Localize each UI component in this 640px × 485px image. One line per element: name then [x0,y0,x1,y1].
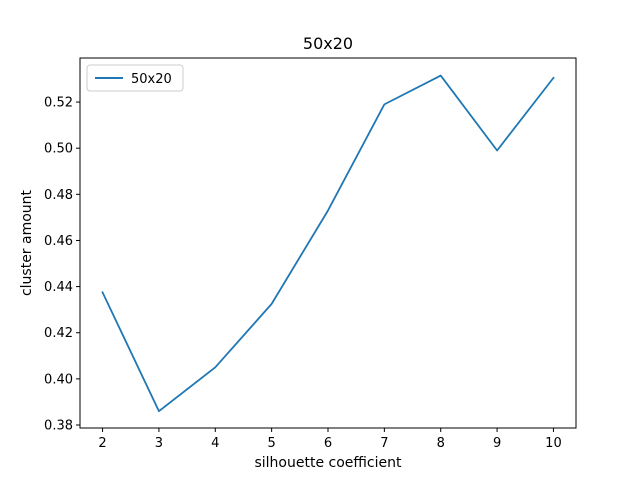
y-tick-label: 0.52 [44,96,73,111]
y-tick-label: 0.38 [44,419,73,434]
y-tick-label: 0.48 [44,188,73,203]
x-axis-ticks: 2 3 4 5 6 7 8 9 10 [98,428,562,451]
x-axis-label: silhouette coefficient [254,455,402,471]
y-axis-ticks: 0.38 0.40 0.42 0.44 0.46 0.48 0.50 0.52 [44,96,80,434]
x-tick-label: 6 [324,436,332,451]
legend-box [86,64,184,92]
data-point [270,302,273,305]
chart-title: 50x20 [303,34,353,53]
axes-frame [79,57,577,429]
x-tick-label: 10 [545,436,562,451]
data-point [327,209,330,212]
y-tick-label: 0.42 [44,326,73,341]
series-layer [101,74,555,413]
data-point [552,76,555,79]
legend: 50x20 [86,64,184,92]
x-tick-label: 9 [493,436,501,451]
data-point [214,366,217,369]
x-tick-label: 7 [380,436,388,451]
data-point [101,291,104,294]
y-tick-label: 0.44 [44,280,73,295]
y-tick-label: 0.46 [44,234,73,249]
y-tick-label: 0.50 [44,142,73,157]
data-point [496,149,499,152]
x-tick-label: 2 [98,436,106,451]
legend-label: 50x20 [131,72,172,87]
data-point [439,74,442,77]
y-tick-label: 0.40 [44,372,73,387]
x-tick-label: 3 [155,436,163,451]
plot-area [79,57,577,429]
x-tick-label: 5 [267,436,275,451]
x-tick-label: 8 [437,436,445,451]
y-axis-label: cluster amount [19,189,35,296]
data-point [383,103,386,106]
data-point [157,410,160,413]
series-line [101,74,555,413]
x-tick-label: 4 [211,436,219,451]
